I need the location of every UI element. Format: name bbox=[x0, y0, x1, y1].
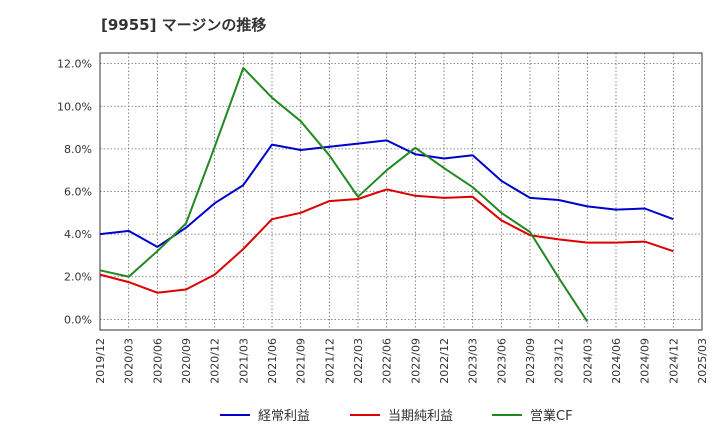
x-tick-label: 2024/12 bbox=[667, 338, 680, 384]
series-line bbox=[99, 66, 589, 323]
y-tick-label: 6.0% bbox=[64, 186, 92, 199]
legend-label: 経常利益 bbox=[258, 409, 310, 424]
y-tick-label: 8.0% bbox=[64, 143, 92, 156]
y-tick-label: 10.0% bbox=[57, 100, 92, 113]
axis-layer: 0.0% 2.0% 4.0% 6.0% 8.0% 10.0% 12.0% 2019/12 202… bbox=[57, 52, 709, 384]
x-tick-label: 2021/12 bbox=[323, 338, 336, 384]
chart-title: [9955] マージンの推移 bbox=[101, 16, 267, 34]
series-line bbox=[99, 188, 674, 294]
y-tick-label: 0.0% bbox=[64, 313, 92, 326]
x-tick-label: 2024/09 bbox=[639, 338, 652, 384]
series-layer bbox=[99, 66, 674, 323]
x-tick-label: 2022/09 bbox=[409, 338, 422, 384]
x-tick-label: 2020/12 bbox=[209, 338, 222, 384]
legend-label: 当期純利益 bbox=[388, 409, 453, 424]
legend-label: 営業CF bbox=[530, 408, 573, 424]
x-tick-label: 2020/06 bbox=[151, 338, 164, 384]
x-tick-label: 2023/09 bbox=[524, 338, 537, 384]
x-tick-label: 2019/12 bbox=[94, 338, 107, 384]
x-tick-label: 2022/06 bbox=[381, 338, 394, 384]
x-tick-label: 2024/06 bbox=[610, 338, 623, 384]
x-tick-label: 2023/06 bbox=[495, 338, 508, 384]
x-tick-label: 2020/03 bbox=[123, 338, 136, 384]
grid-layer bbox=[99, 53, 703, 330]
plot-border bbox=[99, 52, 703, 331]
x-tick-label: 2025/03 bbox=[696, 338, 709, 384]
x-tick-label: 2023/12 bbox=[553, 338, 566, 384]
x-tick-label: 2021/03 bbox=[237, 338, 250, 384]
x-tick-label: 2022/03 bbox=[352, 338, 365, 384]
series-line bbox=[99, 139, 674, 248]
x-tick-label: 2020/09 bbox=[180, 338, 193, 384]
x-tick-label: 2023/03 bbox=[467, 338, 480, 384]
x-tick-label: 2021/09 bbox=[295, 338, 308, 384]
legend: 経常利益 当期純利益 営業CF bbox=[220, 408, 573, 424]
x-tick-label: 2024/03 bbox=[581, 338, 594, 384]
x-tick-label: 2022/12 bbox=[438, 338, 451, 384]
y-tick-label: 2.0% bbox=[64, 271, 92, 284]
y-tick-label: 12.0% bbox=[57, 58, 92, 71]
y-tick-label: 4.0% bbox=[64, 228, 92, 241]
x-tick-label: 2021/06 bbox=[266, 338, 279, 384]
